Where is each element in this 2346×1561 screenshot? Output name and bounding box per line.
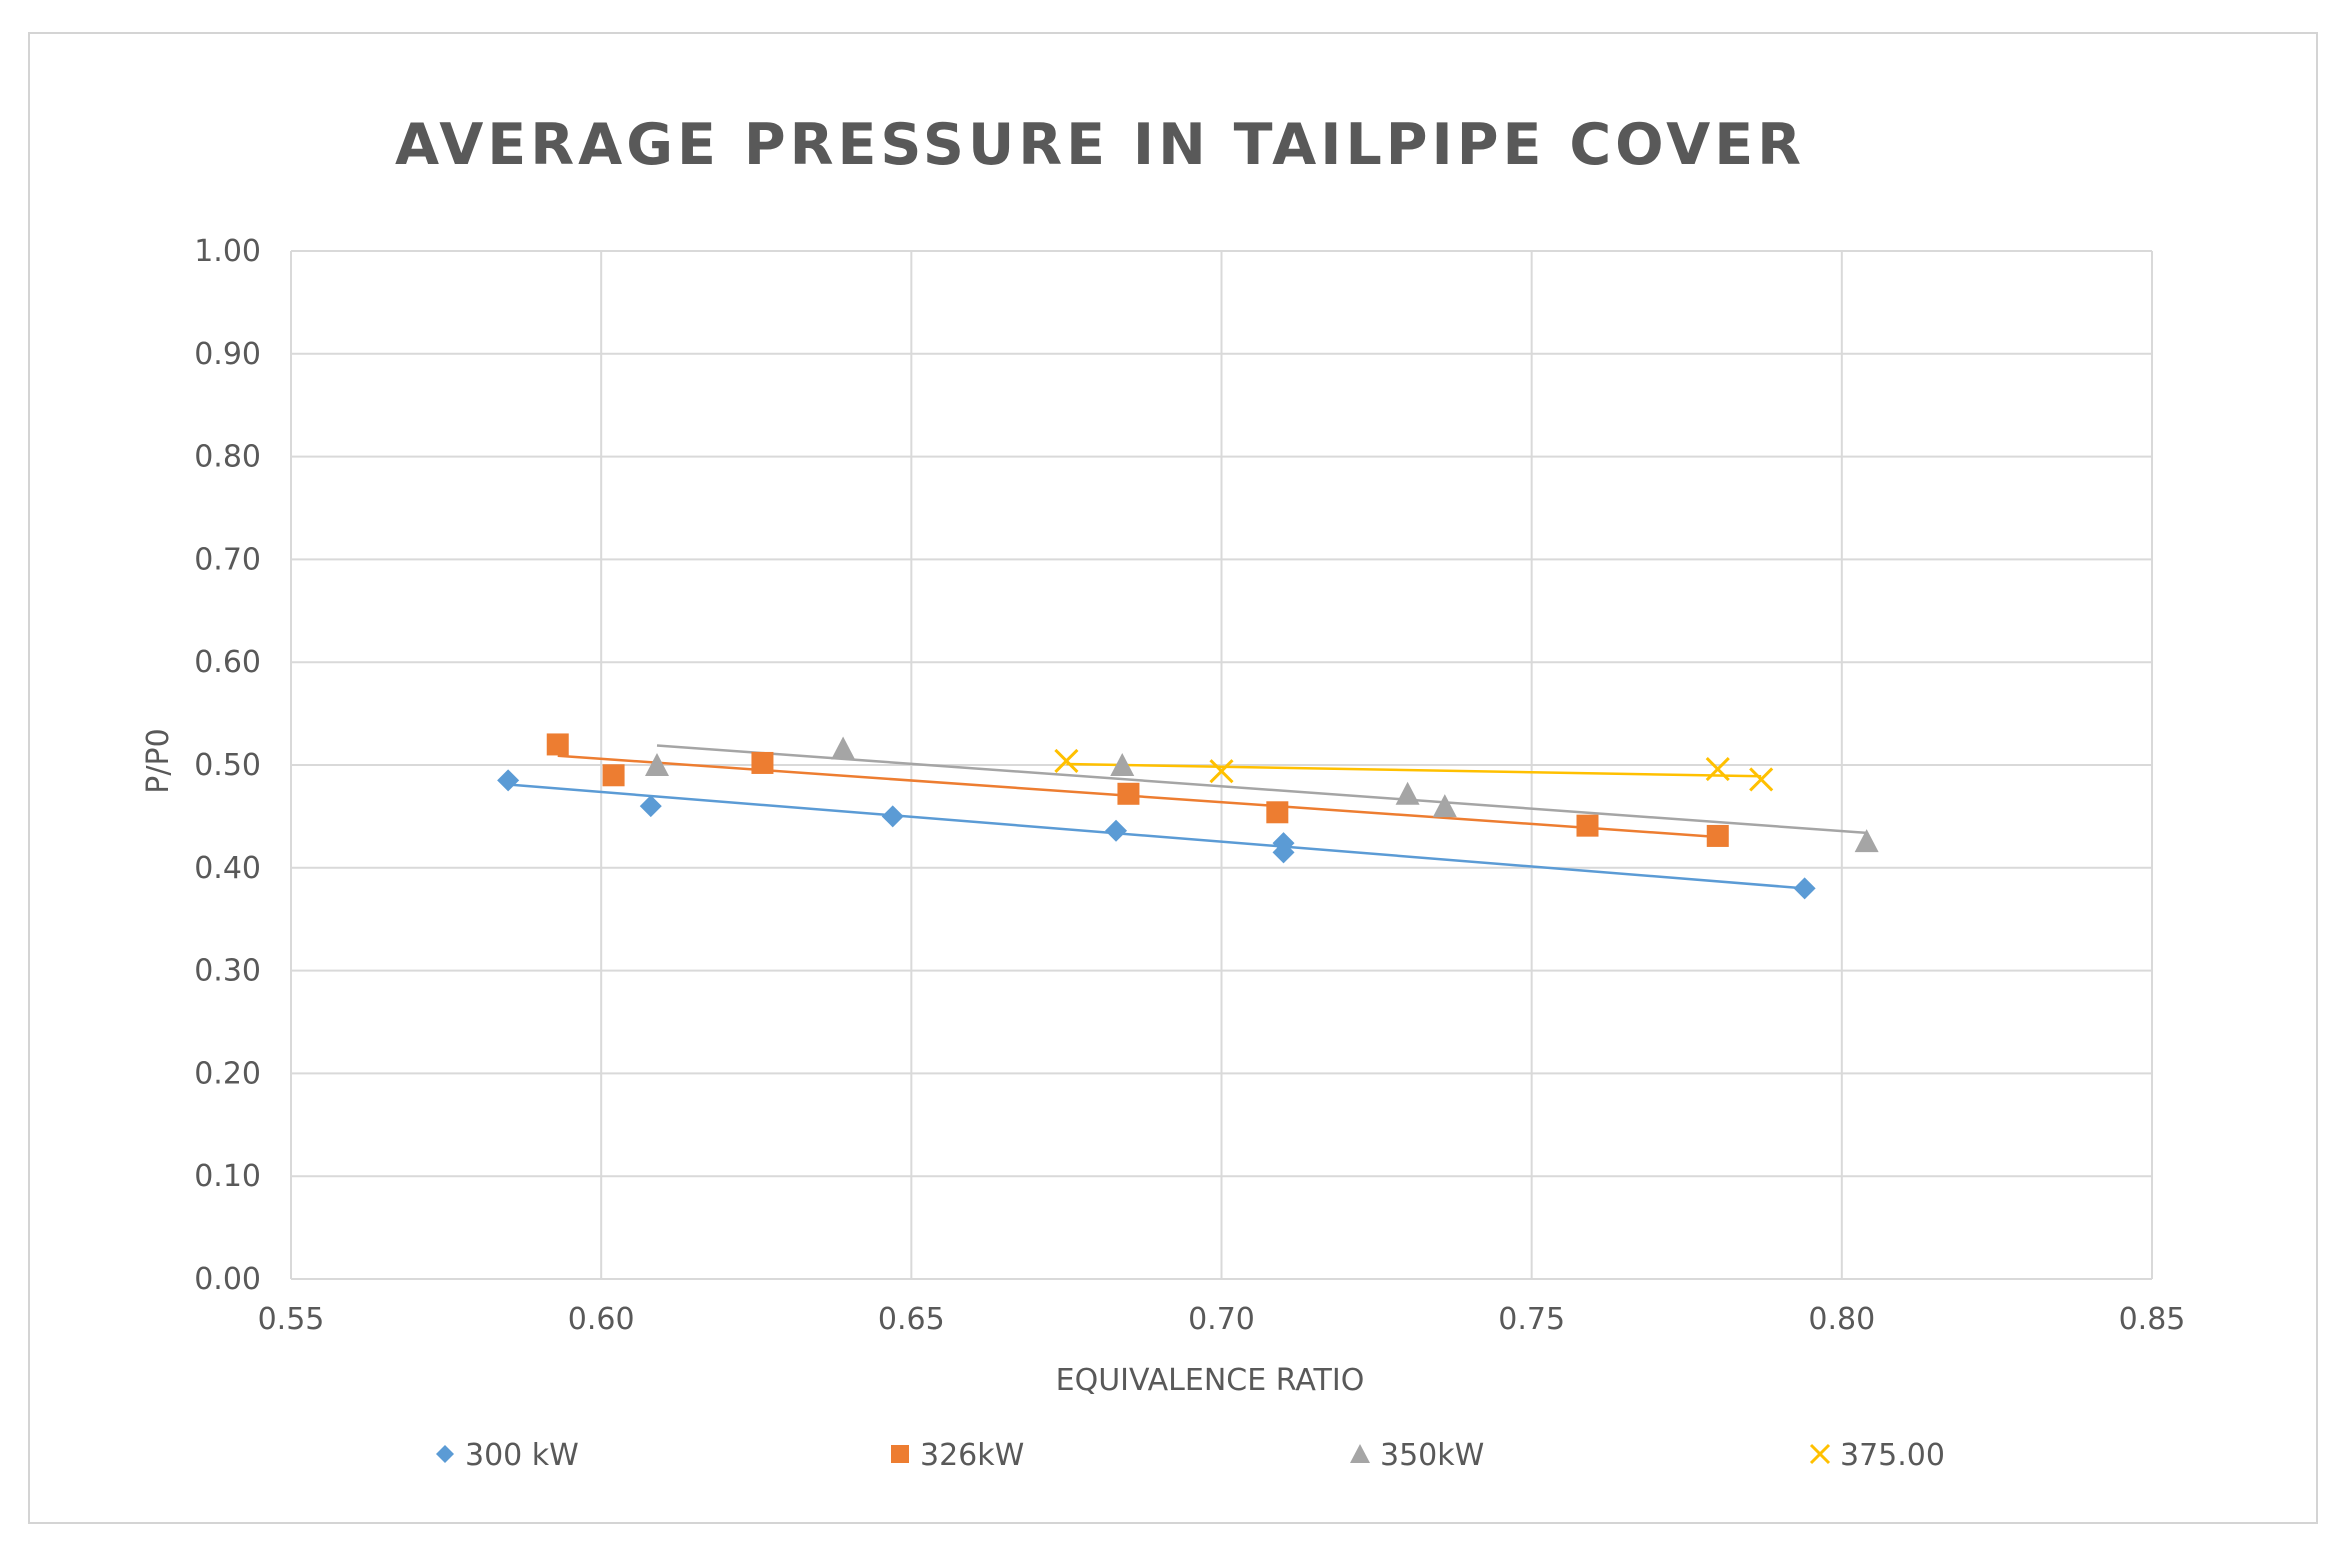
x-tick-label: 0.85 xyxy=(2119,1302,2186,1337)
legend-marker-3 xyxy=(1350,1444,1370,1463)
x-tick-label: 0.60 xyxy=(568,1302,635,1337)
y-tick-label: 0.10 xyxy=(194,1159,261,1194)
series-3-trendline xyxy=(656,744,1867,835)
series-1-trendline xyxy=(508,783,1805,890)
series-3-point xyxy=(1854,829,1879,853)
series-4-point-stroke xyxy=(1209,759,1234,784)
x-tick-label: 0.55 xyxy=(258,1302,325,1337)
legend-item-2: 326kW xyxy=(891,1438,1024,1473)
legend-label-3: 350kW xyxy=(1380,1438,1484,1473)
x-axis-label: EQUIVALENCE RATIO xyxy=(1056,1363,1365,1398)
series-2-point xyxy=(1117,782,1140,805)
series-1-point xyxy=(1793,877,1816,900)
legend: 300 kW 326kW 350kW 375.00 xyxy=(436,1438,1945,1473)
series-4-point xyxy=(1705,757,1730,782)
series-3-point xyxy=(1432,794,1457,818)
grid-layer xyxy=(290,250,2153,1280)
chart-title: AVERAGE PRESSURE IN TAILPIPE COVER xyxy=(395,112,1805,178)
chart-frame: AVERAGE PRESSURE IN TAILPIPE COVER 0.00 0… xyxy=(28,32,2318,1524)
series-4-point-stroke xyxy=(1054,748,1079,773)
marker-layer xyxy=(497,733,1879,900)
series-4-point xyxy=(1054,748,1079,773)
y-tick-label: 0.40 xyxy=(194,851,261,886)
series-2-point xyxy=(1266,801,1289,824)
legend-item-4: 375.00 xyxy=(1809,1438,1945,1473)
y-tick-label: 0.50 xyxy=(194,748,261,783)
legend-item-3: 350kW xyxy=(1350,1438,1484,1473)
legend-marker-2 xyxy=(891,1445,909,1463)
series-3-point xyxy=(1110,753,1135,776)
y-tick-label: 0.80 xyxy=(194,440,261,475)
series-2-point xyxy=(1706,824,1729,847)
legend-marker-4-stroke xyxy=(1809,1443,1831,1465)
x-tick-label: 0.80 xyxy=(1808,1302,1875,1337)
y-axis-label: P/P0 xyxy=(141,728,176,793)
y-tick-label: 0.70 xyxy=(194,542,261,577)
y-tick-label: 1.00 xyxy=(194,234,261,269)
series-2-point xyxy=(546,733,569,756)
series-3-point xyxy=(644,753,669,776)
series-4-point-stroke xyxy=(1749,767,1774,792)
series-4-point xyxy=(1749,767,1774,792)
legend-label-4: 375.00 xyxy=(1840,1438,1945,1473)
series-1-point xyxy=(1105,819,1128,842)
series-2-point xyxy=(751,751,774,774)
series-1-point xyxy=(881,805,904,828)
series-4-trendline xyxy=(1066,762,1762,778)
series-4-point-stroke xyxy=(1705,757,1730,782)
y-tick-label: 0.90 xyxy=(194,337,261,372)
legend-label-2: 326kW xyxy=(920,1438,1024,1473)
series-1-point xyxy=(1272,841,1295,864)
legend-marker-1 xyxy=(436,1445,454,1463)
legend-label-1: 300 kW xyxy=(465,1438,579,1473)
series-3-point xyxy=(831,736,856,760)
series-1-point xyxy=(497,769,520,792)
chart-svg: AVERAGE PRESSURE IN TAILPIPE COVER 0.000… xyxy=(141,112,2185,1473)
legend-item-1: 300 kW xyxy=(436,1438,579,1473)
tick-layer: 0.00 0.10 0.20 0.30 0.40 0.50 0.60 0.70 0.80 0.90… xyxy=(194,234,2185,1337)
series-2-point xyxy=(602,764,625,787)
y-tick-label: 0.30 xyxy=(194,954,261,989)
y-tick-label: 0.20 xyxy=(194,1056,261,1091)
x-tick-label: 0.75 xyxy=(1498,1302,1565,1337)
series-2-point xyxy=(1576,814,1599,837)
x-tick-label: 0.70 xyxy=(1188,1302,1255,1337)
y-tick-label: 0.00 xyxy=(194,1262,261,1297)
y-tick-label: 0.60 xyxy=(194,645,261,680)
series-4-point xyxy=(1209,759,1234,784)
series-1-point xyxy=(639,795,662,818)
x-tick-label: 0.65 xyxy=(878,1302,945,1337)
legend-marker-4 xyxy=(1809,1443,1831,1465)
series-3-point xyxy=(1395,781,1420,805)
